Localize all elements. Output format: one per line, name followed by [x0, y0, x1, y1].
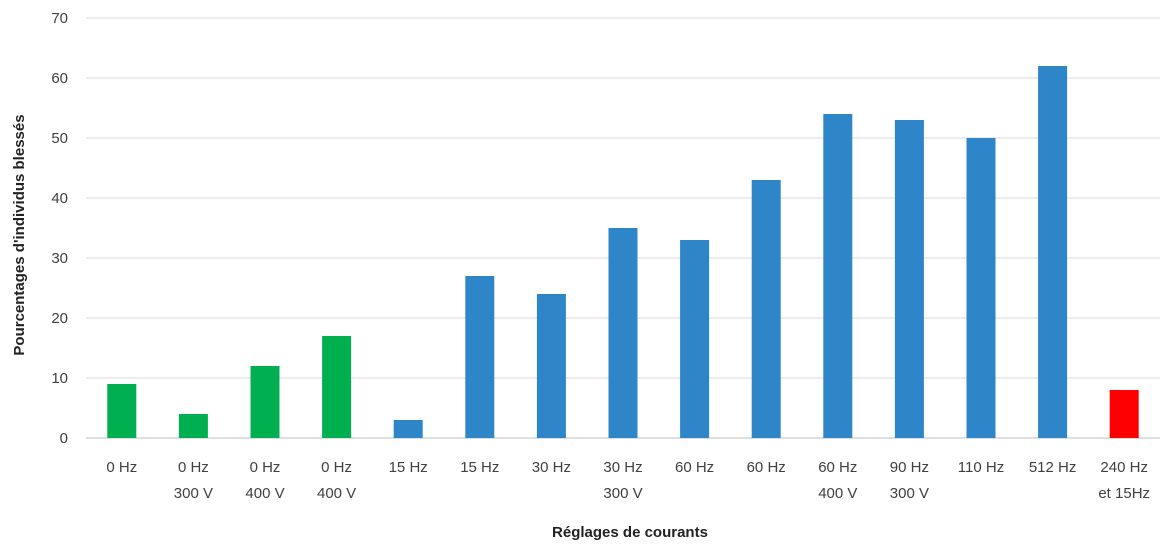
bar — [322, 336, 352, 438]
x-category-label: 300 V — [603, 485, 642, 502]
x-category-label: 0 Hz — [106, 459, 137, 476]
x-category-label: 30 Hz — [532, 459, 571, 476]
bar — [393, 420, 423, 438]
x-category-label: 60 Hz — [818, 459, 857, 476]
y-tick-label: 50 — [51, 130, 68, 147]
x-category-label: 15 Hz — [389, 459, 428, 476]
y-tick-label: 40 — [51, 190, 68, 207]
x-category-label: 300 V — [174, 485, 213, 502]
y-axis-ticks: 0 10 20 30 40 50 60 70 — [51, 10, 68, 447]
y-tick-label: 60 — [51, 70, 68, 87]
x-axis-categories: 0 Hz 0 Hz 300 V 0 Hz 400 V 0 Hz 400 V 15 Hz 15 H… — [106, 459, 1150, 502]
bar — [1109, 390, 1139, 438]
x-category-label: 30 Hz — [603, 459, 642, 476]
bar — [178, 414, 208, 438]
x-category-label: 400 V — [245, 485, 284, 502]
x-category-label: 0 Hz — [250, 459, 281, 476]
bar — [250, 366, 280, 438]
x-category-label: 300 V — [890, 485, 929, 502]
x-category-label: 400 V — [317, 485, 356, 502]
x-category-label: 110 Hz — [958, 459, 1004, 476]
x-axis-title: Réglages de courants — [552, 524, 708, 541]
x-category-label: et 15Hz — [1098, 485, 1150, 502]
bar — [966, 138, 996, 438]
bar — [1038, 66, 1068, 438]
y-axis-title: Pourcentages d'individus blessés — [11, 114, 28, 355]
bar — [608, 228, 638, 438]
x-category-label: 240 Hz — [1100, 459, 1148, 476]
bar — [107, 384, 137, 438]
x-category-label: 60 Hz — [747, 459, 786, 476]
y-tick-label: 20 — [51, 310, 68, 327]
x-category-label: 60 Hz — [675, 459, 714, 476]
bar — [680, 240, 710, 438]
x-category-label: 512 Hz — [1029, 459, 1077, 476]
bar — [465, 276, 495, 438]
bar — [823, 114, 853, 438]
bar — [536, 294, 566, 438]
bars — [107, 66, 1139, 438]
y-tick-label: 30 — [51, 250, 68, 267]
bar — [894, 120, 924, 438]
x-category-label: 15 Hz — [460, 459, 499, 476]
y-tick-label: 70 — [51, 10, 68, 27]
bar — [751, 180, 781, 438]
y-tick-label: 10 — [51, 370, 68, 387]
x-category-label: 90 Hz — [890, 459, 929, 476]
x-category-label: 400 V — [818, 485, 857, 502]
x-category-label: 0 Hz — [178, 459, 209, 476]
y-tick-label: 0 — [60, 430, 68, 447]
x-category-label: 0 Hz — [321, 459, 352, 476]
